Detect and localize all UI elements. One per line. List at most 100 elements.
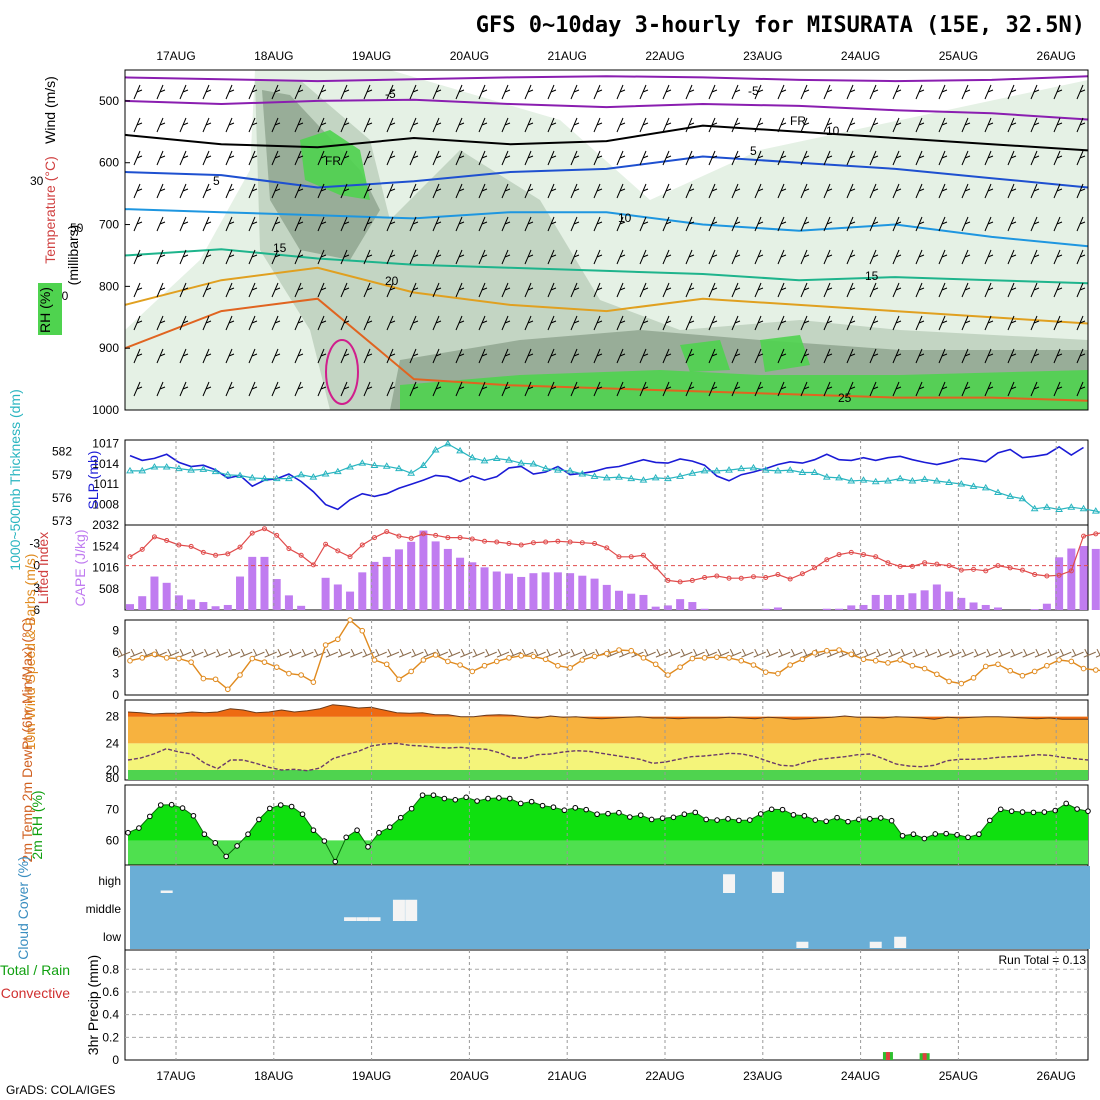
lifted-index-point bbox=[188, 543, 194, 549]
wind-barb bbox=[639, 249, 649, 265]
rh-point bbox=[125, 829, 131, 836]
slp-panel-frame bbox=[124, 439, 1089, 526]
wind-barb bbox=[754, 315, 764, 331]
thickness-line bbox=[130, 443, 1100, 513]
wind-speed-point bbox=[787, 662, 793, 668]
wind-barb bbox=[800, 117, 810, 133]
cape-tick: 2032 bbox=[92, 518, 119, 532]
wind-barb bbox=[455, 84, 465, 100]
wind-barb bbox=[156, 315, 166, 331]
upper-air-frame bbox=[124, 69, 1089, 411]
wind-barb bbox=[961, 117, 971, 133]
wind-barb bbox=[984, 315, 994, 331]
lifted-index-point bbox=[640, 552, 646, 558]
cape-bar bbox=[236, 576, 245, 610]
wind-barb bbox=[133, 315, 143, 331]
wind-speed-point bbox=[151, 651, 158, 658]
cloud-block bbox=[368, 917, 381, 921]
wind-barb bbox=[800, 282, 810, 298]
contour-label: 10 bbox=[826, 124, 840, 138]
wind-barb bbox=[340, 150, 350, 166]
rh-point bbox=[496, 795, 502, 801]
wind-barb bbox=[225, 282, 235, 298]
wind-barb bbox=[340, 282, 350, 298]
wind-barb bbox=[432, 216, 442, 232]
thickness-point bbox=[1018, 494, 1027, 502]
precip-tick: 0 bbox=[112, 1053, 119, 1067]
wind-speed-point bbox=[371, 657, 378, 663]
wind-barb bbox=[179, 84, 189, 100]
wind-speed-point bbox=[921, 665, 928, 672]
surface-wind-barb bbox=[178, 648, 192, 658]
wind-barb bbox=[1076, 150, 1086, 166]
lifted-index-point bbox=[274, 532, 280, 538]
wind-speed-point bbox=[469, 668, 476, 675]
thickness-point bbox=[223, 470, 232, 478]
cape-bar bbox=[297, 605, 306, 610]
lifted-index-point bbox=[714, 573, 720, 579]
top-date-label: 25AUG bbox=[939, 49, 978, 63]
wind-barb bbox=[915, 249, 925, 265]
rh-point bbox=[136, 825, 142, 831]
wind-barb bbox=[915, 282, 925, 298]
surface-wind-barb bbox=[1046, 648, 1060, 658]
wind-barb bbox=[1076, 84, 1086, 100]
wind-barb bbox=[363, 216, 373, 232]
temp-tick: 24 bbox=[106, 736, 120, 750]
wind-barb bbox=[800, 150, 810, 166]
slp-tick: 1014 bbox=[92, 457, 119, 471]
wind-barb bbox=[846, 249, 856, 265]
cape-bar bbox=[590, 578, 599, 610]
surface-wind-barb bbox=[411, 648, 424, 658]
wind-speed-point bbox=[396, 676, 402, 683]
thickness-point bbox=[761, 466, 770, 473]
wind-speed-point bbox=[200, 675, 207, 682]
wind-barb bbox=[869, 150, 879, 166]
cape-bar bbox=[321, 577, 330, 610]
thickness-point bbox=[1091, 507, 1100, 514]
wind-barb bbox=[915, 315, 925, 331]
wind-speed-point bbox=[1080, 665, 1087, 672]
wind-barb bbox=[846, 315, 856, 331]
surface-wind-barb bbox=[215, 648, 228, 658]
wind-barb bbox=[225, 216, 235, 232]
wind-barb bbox=[685, 381, 695, 397]
surface-wind-barb bbox=[423, 648, 436, 658]
cape-bar bbox=[431, 541, 440, 610]
wind-barb bbox=[133, 150, 143, 166]
wind-barb bbox=[846, 282, 856, 298]
lifted-index-point bbox=[384, 529, 390, 535]
cape-bar bbox=[981, 604, 990, 610]
surface-wind-barb bbox=[557, 648, 571, 658]
wind-barb bbox=[662, 249, 672, 265]
thickness-point bbox=[566, 466, 574, 474]
wind-barb bbox=[317, 84, 327, 100]
cape-bar bbox=[504, 573, 513, 610]
lifted-index-point bbox=[958, 567, 964, 573]
wind-barb bbox=[777, 381, 787, 397]
top-date-label: 22AUG bbox=[645, 49, 684, 63]
wind-barb bbox=[409, 348, 419, 364]
wind-speed-point bbox=[714, 654, 720, 660]
lifted-index-point bbox=[812, 565, 818, 571]
wind-barb bbox=[777, 117, 787, 133]
thickness-point bbox=[884, 476, 892, 484]
lifted-index-point bbox=[873, 554, 879, 560]
thickness-point bbox=[297, 470, 306, 478]
wind-barb bbox=[639, 315, 649, 331]
wind-barb bbox=[248, 150, 258, 166]
wind-barb bbox=[639, 84, 649, 100]
wind-speed-point bbox=[652, 661, 659, 668]
wind-barb bbox=[616, 117, 626, 133]
wind-barb bbox=[1053, 216, 1063, 232]
wind-barb bbox=[1030, 381, 1040, 397]
lifted-index-point bbox=[151, 534, 157, 540]
thickness-point bbox=[578, 470, 587, 477]
rh-point bbox=[223, 853, 229, 860]
wind-barb bbox=[363, 183, 373, 199]
cape-bar bbox=[945, 591, 954, 610]
wind-barb bbox=[1076, 216, 1086, 232]
pressure-tick: 700 bbox=[99, 218, 119, 232]
wind-barb bbox=[340, 315, 350, 331]
wind-barb bbox=[1030, 84, 1040, 100]
